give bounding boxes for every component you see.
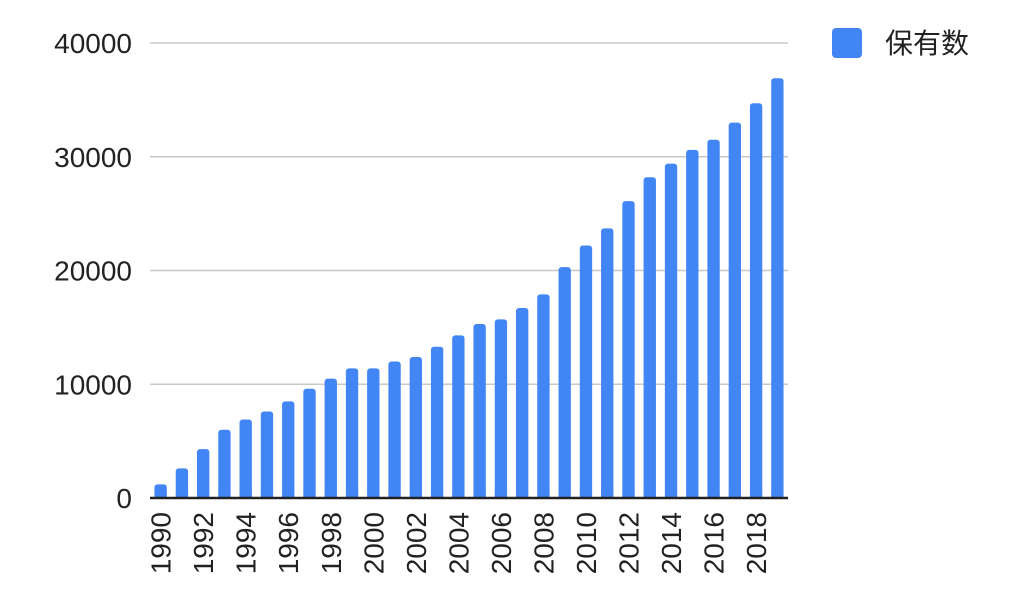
bar-base-2001 [388,494,401,498]
y-tick-label: 0 [116,483,132,514]
bar-1991 [175,468,189,498]
bar-base-1994 [239,494,252,498]
bar-2018 [749,103,763,498]
x-tick-label: 1994 [231,512,262,574]
x-tick-label: 2006 [486,512,517,574]
bar-base-2008 [537,494,550,498]
x-tick-label: 2012 [614,512,645,574]
bar-series [154,78,784,499]
bar-base-2019 [771,494,784,498]
bar-2016 [707,139,720,498]
x-tick-label: 2008 [528,512,559,574]
bar-1994 [239,419,252,498]
bar-2012 [622,201,635,499]
bar-base-2003 [430,494,444,498]
y-tick-label: 20000 [54,256,132,287]
bar-2009 [558,267,571,498]
bar-1997 [303,388,316,498]
bar-base-2005 [473,494,486,498]
bar-base-1996 [282,494,295,498]
bar-base-2014 [664,494,678,498]
bar-1996 [282,401,295,498]
x-tick-label: 2002 [401,512,432,574]
bar-1998 [324,378,337,498]
x-tick-label: 1990 [146,512,177,574]
bar-2006 [494,319,508,498]
bar-1992 [196,449,210,498]
bar-base-1998 [324,494,337,498]
bar-2013 [643,177,656,498]
x-tick-label: 1998 [316,512,347,574]
bar-base-1997 [303,494,316,498]
bar-2008 [537,294,550,498]
bar-2007 [515,308,529,498]
bar-base-2011 [601,494,614,498]
x-tick-label: 2010 [571,512,602,574]
bar-2002 [409,356,423,498]
bar-1995 [260,411,274,498]
x-tick-label: 2000 [358,512,389,574]
bar-base-2007 [515,494,529,498]
bar-base-2000 [367,494,380,498]
bar-base-2018 [749,494,763,498]
bar-base-1993 [218,494,231,498]
bar-2015 [686,149,699,499]
bar-base-2004 [452,494,465,498]
bar-base-2013 [643,494,656,498]
bar-base-2017 [728,494,742,498]
bar-2004 [452,335,465,498]
x-axis-tick-labels: 1990 1992 1994 1996 1998 2000 2002 2004 2006 2008… [146,512,772,574]
bar-2003 [430,346,444,498]
gridlines [150,42,788,385]
legend: 保有数 [832,27,969,60]
bar-base-2009 [558,494,571,498]
bar-base-2015 [686,494,699,498]
bar-base-1990 [154,494,167,498]
bar-base-2010 [579,494,593,498]
bar-2001 [388,361,401,498]
bar-base-1995 [260,494,274,498]
y-axis-tick-labels: 0 10000 20000 30000 40000 [54,28,132,514]
bar-base-2016 [707,494,720,498]
bar-1999 [345,368,359,498]
bar-2005 [473,323,486,498]
x-tick-label: 1992 [188,512,219,574]
bar-base-2012 [622,494,635,498]
x-tick-label: 1996 [273,512,304,574]
x-tick-label: 2016 [699,512,730,574]
bar-2017 [728,122,742,498]
bar-base-1992 [196,494,210,498]
x-tick-label: 2018 [741,512,772,574]
bar-1993 [218,429,231,498]
legend-swatch [832,28,862,58]
y-tick-label: 30000 [54,142,132,173]
bar-base-2006 [494,494,508,498]
bar-base-1991 [175,494,189,498]
x-tick-label: 2004 [443,512,474,574]
x-tick-label: 2014 [656,512,687,574]
y-tick-label: 40000 [54,28,132,59]
y-tick-label: 10000 [54,369,132,400]
bar-2014 [664,163,678,498]
legend-label: 保有数 [885,27,969,60]
bar-base-1999 [345,494,359,498]
bar-2011 [601,228,614,498]
bar-2010 [579,245,593,498]
bar-2019 [771,78,784,498]
bar-base-2002 [409,494,423,498]
bar-2000 [367,368,380,498]
